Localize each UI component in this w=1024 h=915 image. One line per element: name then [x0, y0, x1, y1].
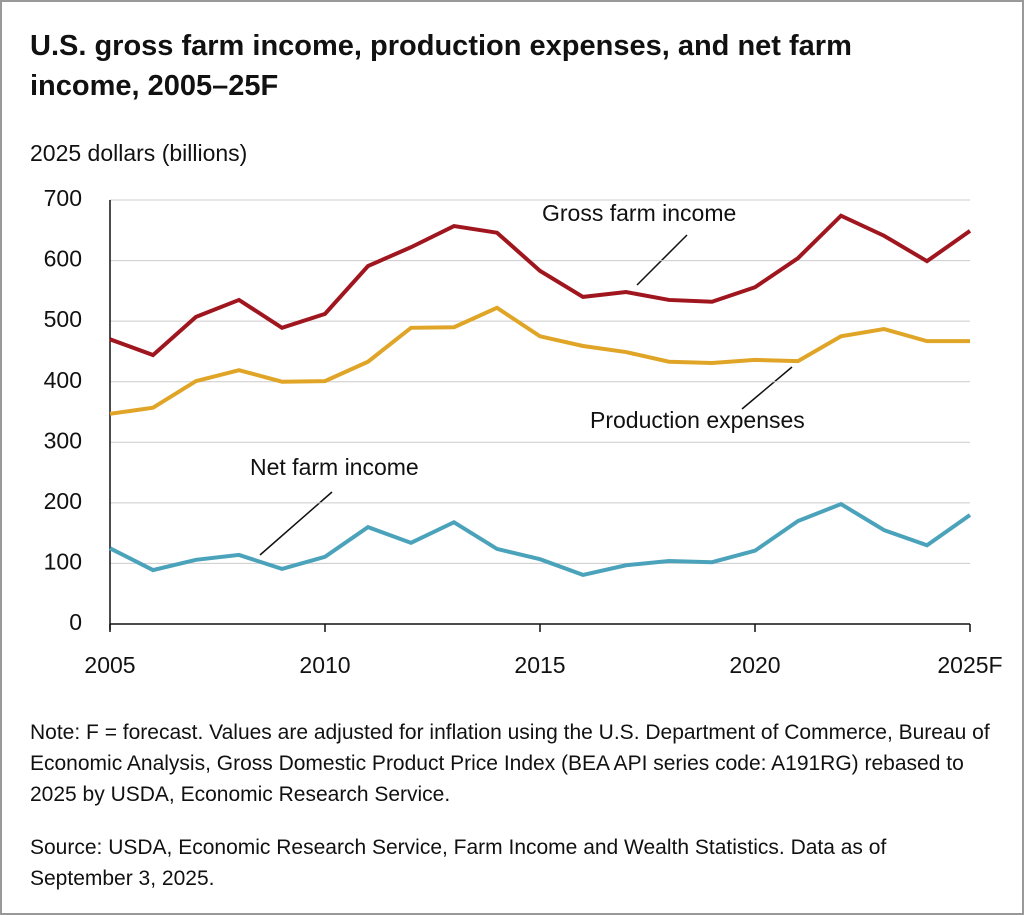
y-tick-label: 0	[69, 609, 82, 635]
y-tick-label: 700	[44, 185, 82, 211]
chart-title: U.S. gross farm income, production expen…	[30, 30, 852, 102]
y-tick-label: 600	[44, 246, 82, 272]
source: Source: USDA, Economic Research Service,…	[30, 836, 887, 890]
y-tick-label: 400	[44, 367, 82, 393]
series-line	[109, 501, 972, 578]
y-axis-label: 2025 dollars (billions)	[30, 140, 248, 166]
note: Note: F = forecast. Values are adjusted …	[30, 721, 990, 806]
x-tick-label: 2005	[84, 652, 135, 678]
series-label: Net farm income	[250, 454, 419, 480]
leader-line	[259, 491, 333, 556]
series-line	[109, 305, 970, 416]
x-tick-label: 2020	[729, 652, 780, 678]
series-label: Gross farm income	[542, 200, 736, 226]
series-line	[109, 213, 972, 358]
y-tick-label: 200	[44, 488, 82, 514]
y-tick-label: 300	[44, 427, 82, 453]
y-tick-label: 100	[44, 549, 82, 575]
y-tick-label: 500	[44, 306, 82, 332]
x-tick-label: 2025F	[937, 652, 1002, 678]
x-tick-label: 2010	[299, 652, 350, 678]
leader-line	[741, 366, 793, 410]
leader-line	[636, 234, 688, 286]
x-tick-label: 2015	[514, 652, 565, 678]
series-label: Production expenses	[590, 407, 805, 433]
